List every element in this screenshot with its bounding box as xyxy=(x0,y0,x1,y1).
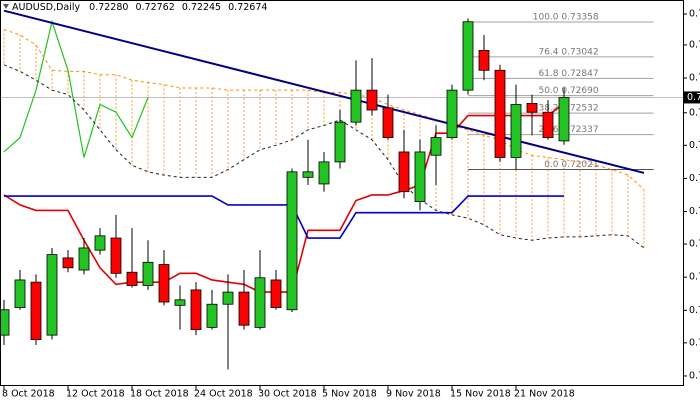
x-tick-label: 9 Nov 2018 xyxy=(386,389,441,400)
trendline xyxy=(3,9,645,174)
x-tick-label: 12 Oct 2018 xyxy=(66,389,125,400)
x-tick-label: 30 Oct 2018 xyxy=(258,389,317,400)
candle-body xyxy=(286,171,298,311)
y-tick-label: 0.71940 xyxy=(689,173,700,184)
candle-body xyxy=(142,261,154,286)
candle-body xyxy=(30,281,42,340)
indicator-line xyxy=(3,19,149,158)
y-tick-label: 0.72240 xyxy=(689,140,700,151)
candle-body xyxy=(318,161,330,185)
candle-body xyxy=(238,291,250,326)
high-value: 0.72762 xyxy=(135,2,174,13)
fibo-label: 76.4 0.73042 xyxy=(538,47,598,57)
candle-body xyxy=(366,89,378,111)
candle-body xyxy=(62,257,74,269)
candle-body xyxy=(494,69,506,158)
fibo-label: 50.0 0.72690 xyxy=(538,86,598,96)
x-tick-label: 15 Nov 2018 xyxy=(450,389,511,400)
candle-body xyxy=(126,271,138,286)
y-tick-label: 0.70150 xyxy=(689,370,700,381)
fibo-label: 61.8 0.72847 xyxy=(538,69,598,79)
candle-body xyxy=(350,89,362,123)
candle-body xyxy=(526,102,538,113)
candle-body xyxy=(14,279,26,308)
candle-body xyxy=(478,50,490,71)
indicator-line xyxy=(4,195,564,239)
plot-area: 100.0 0.73358 76.4 0.73042 61.8 0.72847 50.… xyxy=(0,9,683,370)
candle-body xyxy=(110,237,122,274)
candle-body xyxy=(46,254,58,336)
low-value: 0.72245 xyxy=(182,2,221,13)
candle-body xyxy=(430,137,442,156)
candle-body xyxy=(206,303,218,328)
candle-body xyxy=(158,264,170,303)
candle-body xyxy=(222,291,234,305)
indicator-line xyxy=(3,102,565,293)
candle-body xyxy=(174,299,186,306)
fibo-label: 0.0 0.72021 xyxy=(544,160,598,170)
x-tick-label: 18 Oct 2018 xyxy=(130,389,189,400)
fibo-label: 100.0 0.73358 xyxy=(533,12,599,22)
y-tick-label: 0.73150 xyxy=(689,39,700,50)
x-tick-label: 5 Nov 2018 xyxy=(322,389,377,400)
y-tick-label: 0.71640 xyxy=(689,206,700,217)
candle-body xyxy=(462,21,474,91)
y-tick-label: 0.72850 xyxy=(689,73,700,84)
candle-body xyxy=(94,235,106,251)
plot-frame xyxy=(0,0,684,386)
x-tick-label: 8 Oct 2018 xyxy=(2,389,55,400)
chart-title: AUDUSD,Daily 0.72280 0.72762 0.72245 0.7… xyxy=(12,2,267,13)
candle-body xyxy=(398,151,410,193)
candle-body xyxy=(254,277,266,328)
y-tick-label: 0.72535 xyxy=(689,107,700,118)
close-value: 0.72674 xyxy=(228,2,267,13)
candle-body xyxy=(270,279,282,308)
candle-body xyxy=(542,111,554,139)
symbol-icon xyxy=(3,4,9,9)
candle-body xyxy=(190,289,202,331)
y-tick-label: 0.70745 xyxy=(689,305,700,316)
candle-body xyxy=(302,171,314,178)
candle-body xyxy=(382,107,394,139)
candle-body xyxy=(558,97,570,142)
candle-body xyxy=(0,309,10,336)
candle-body xyxy=(446,89,458,139)
y-tick-label: 0.71345 xyxy=(689,239,700,250)
candle-body xyxy=(510,104,522,158)
y-tick-label: 0.71045 xyxy=(689,272,700,283)
last-price-label: 0.72674 xyxy=(687,92,700,103)
indicator-line xyxy=(3,28,645,190)
x-tick-label: 21 Nov 2018 xyxy=(514,389,575,400)
last-price-tag xyxy=(683,91,700,104)
x-tick-label: 24 Oct 2018 xyxy=(194,389,253,400)
candle-body xyxy=(334,121,346,163)
y-tick-label: 0.70450 xyxy=(689,337,700,348)
indicator-line xyxy=(3,64,645,249)
candle-body xyxy=(414,151,426,203)
y-tick-label: 0.73430 xyxy=(689,9,700,20)
candle-body xyxy=(78,247,90,271)
symbol: AUDUSD,Daily xyxy=(12,2,81,13)
open-value: 0.72280 xyxy=(89,2,128,13)
